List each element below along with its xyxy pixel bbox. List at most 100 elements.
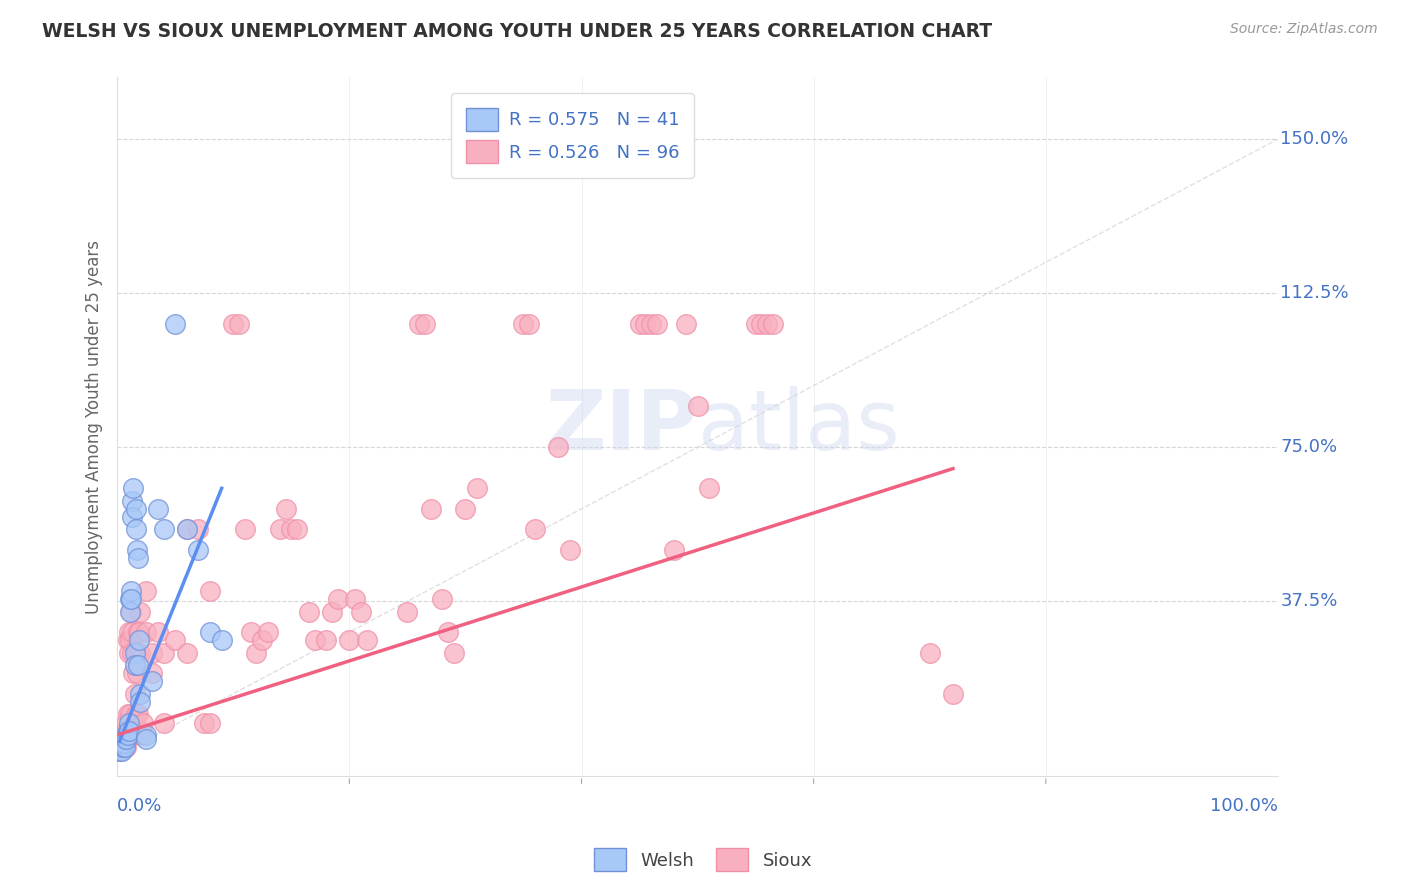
Point (432, 592, 454, 607)
Text: 100.0%: 100.0% (1211, 797, 1278, 815)
Point (222, 317, 245, 331)
Point (108, 744, 131, 758)
Point (111, 736, 134, 750)
Point (252, 633, 274, 648)
Text: ZIP: ZIP (546, 386, 697, 467)
Point (146, 501, 169, 516)
Point (121, 625, 143, 640)
Point (454, 501, 477, 516)
Point (239, 625, 262, 640)
Point (443, 646, 465, 660)
Point (120, 584, 142, 599)
Point (122, 728, 145, 742)
Point (118, 592, 141, 607)
Point (152, 523, 174, 537)
Point (326, 592, 349, 607)
Point (124, 715, 146, 730)
Point (176, 646, 198, 660)
Point (664, 543, 686, 558)
Legend: Welsh, Sioux: Welsh, Sioux (586, 841, 820, 879)
Point (762, 317, 785, 331)
Point (413, 317, 436, 331)
Point (111, 740, 134, 755)
Point (122, 481, 145, 495)
Point (121, 510, 143, 524)
Point (127, 658, 149, 673)
Point (686, 399, 709, 413)
Point (125, 646, 148, 660)
Point (315, 633, 337, 648)
Point (120, 605, 142, 619)
Point (125, 523, 148, 537)
Point (114, 740, 136, 755)
Point (512, 317, 534, 331)
Text: 112.5%: 112.5% (1281, 285, 1348, 302)
Point (233, 523, 256, 537)
Point (118, 633, 141, 648)
Point (114, 731, 136, 746)
Point (117, 723, 139, 738)
Point (118, 715, 141, 730)
Point (132, 715, 155, 730)
Point (118, 707, 141, 722)
Text: Source: ZipAtlas.com: Source: ZipAtlas.com (1230, 22, 1378, 37)
Point (304, 633, 326, 648)
Point (257, 625, 280, 640)
Point (198, 715, 221, 730)
Point (128, 625, 150, 640)
Point (115, 740, 138, 755)
Point (129, 687, 152, 701)
Text: atlas: atlas (697, 386, 900, 467)
Point (129, 695, 152, 709)
Point (751, 317, 773, 331)
Point (128, 633, 150, 648)
Point (117, 707, 139, 722)
Point (274, 501, 297, 516)
Point (228, 317, 250, 331)
Point (437, 625, 460, 640)
Point (120, 592, 142, 607)
Point (127, 551, 149, 566)
Point (152, 646, 174, 660)
Point (245, 646, 267, 660)
Point (114, 723, 136, 738)
Point (337, 633, 360, 648)
Point (269, 523, 291, 537)
Point (193, 715, 215, 730)
Point (187, 523, 209, 537)
Point (114, 736, 136, 750)
Point (135, 728, 157, 742)
Point (198, 584, 221, 599)
Point (135, 625, 157, 640)
Point (547, 440, 569, 454)
Point (942, 687, 965, 701)
Point (408, 317, 430, 331)
Point (152, 715, 174, 730)
Point (125, 666, 148, 681)
Point (211, 633, 233, 648)
Point (176, 523, 198, 537)
Point (120, 715, 142, 730)
Point (108, 744, 131, 758)
Point (121, 493, 143, 508)
Point (146, 625, 169, 640)
Point (350, 605, 373, 619)
Point (129, 646, 152, 660)
Point (396, 605, 419, 619)
Point (524, 523, 547, 537)
Point (141, 646, 163, 660)
Point (135, 584, 157, 599)
Point (165, 317, 187, 331)
Point (141, 666, 163, 681)
Point (176, 523, 198, 537)
Point (344, 592, 367, 607)
Point (125, 501, 148, 516)
Point (111, 731, 134, 746)
Point (118, 646, 141, 660)
Y-axis label: Unemployment Among Youth under 25 years: Unemployment Among Youth under 25 years (86, 240, 103, 614)
Point (117, 728, 139, 742)
Point (298, 605, 321, 619)
Point (165, 633, 187, 648)
Text: 0.0%: 0.0% (117, 797, 163, 815)
Point (756, 317, 779, 331)
